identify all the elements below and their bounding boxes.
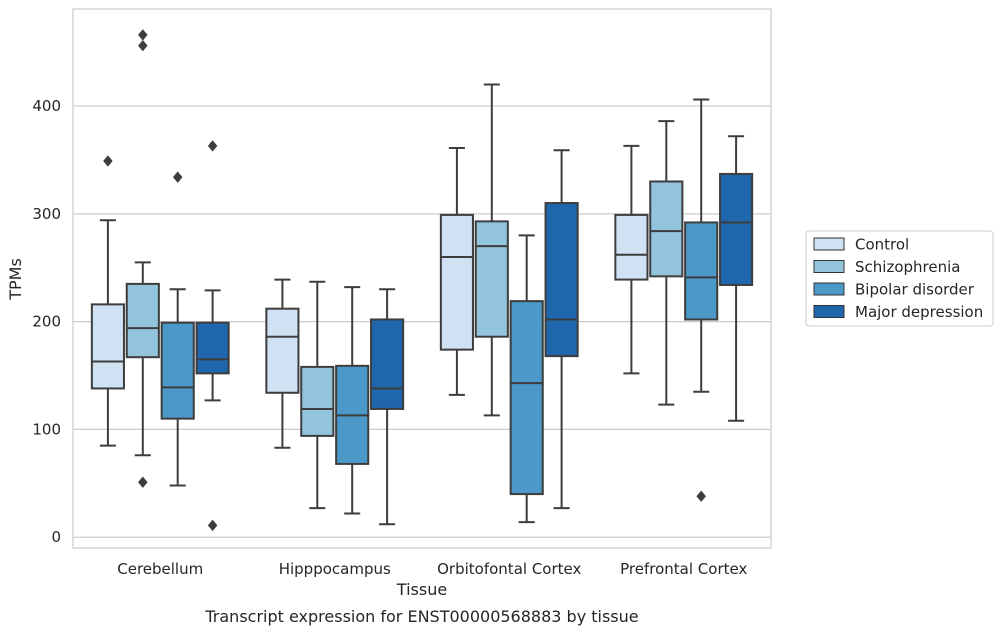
legend: Control Schizophrenia Bipolar disorder Majo… (805, 230, 994, 327)
box-2-3 (544, 149, 579, 510)
box-body (300, 365, 335, 437)
box-body (474, 220, 509, 338)
x-axis-label: Tissue (396, 580, 447, 599)
y-tick-label: 100 (32, 420, 61, 438)
y-axis-ticks: 0 100 200 300 400 (32, 97, 61, 546)
legend-label: Major depression (855, 303, 983, 321)
outlier-point (207, 519, 218, 532)
legend-swatch (813, 305, 845, 318)
box-body (544, 202, 579, 358)
box-2-0 (439, 147, 474, 396)
outlier-point (696, 490, 707, 503)
outlier-point (137, 29, 148, 41)
box-body (614, 213, 649, 281)
outlier-point (172, 171, 183, 183)
box-1-1 (300, 280, 335, 510)
box-body (195, 321, 230, 375)
box-0-0 (90, 155, 125, 447)
legend-label: Bipolar disorder (855, 281, 975, 299)
legend-frame (805, 230, 994, 327)
x-tick-label: Orbitofontal Cortex (437, 560, 581, 578)
box-3-1 (649, 120, 684, 406)
box-body (509, 300, 544, 496)
box-body (439, 213, 474, 351)
legend-label: Control (855, 236, 909, 254)
box-1-3 (370, 288, 405, 526)
box-2-1 (474, 83, 509, 417)
outlier-point (137, 39, 148, 52)
y-tick-label: 0 (51, 528, 61, 546)
box-body (160, 321, 195, 420)
legend-swatch (813, 282, 845, 296)
box-2-2 (509, 234, 544, 524)
legend-swatch (813, 260, 845, 273)
box-0-2 (160, 171, 195, 487)
x-tick-label: Hipppocampus (279, 560, 391, 578)
outlier-point (207, 140, 218, 152)
outlier-point (137, 476, 148, 489)
box-body (719, 172, 754, 286)
box-body (370, 318, 405, 410)
x-tick-label: Cerebellum (117, 560, 203, 578)
legend-swatch (813, 237, 845, 251)
box-1-0 (265, 278, 300, 449)
box-0-1 (125, 29, 160, 489)
x-tick-label: Prefrontal Cortex (620, 560, 747, 578)
y-axis-label: TPMs (6, 258, 25, 301)
boxes (90, 29, 754, 532)
box-body (90, 303, 125, 390)
x-axis-ticks: Cerebellum Hipppocampus Orbitofontal Corte… (117, 560, 747, 578)
plot-frame (72, 8, 772, 549)
box-0-3 (195, 140, 230, 532)
box-body (265, 307, 300, 394)
y-tick-label: 200 (32, 313, 61, 331)
legend-label: Schizophrenia (855, 258, 960, 276)
box-body (125, 282, 160, 359)
outlier-point (103, 155, 113, 167)
box-3-0 (614, 144, 649, 375)
box-1-2 (335, 286, 370, 515)
box-3-2 (684, 98, 719, 503)
box-body (649, 180, 684, 278)
box-3-3 (719, 135, 754, 422)
chart-caption: Transcript expression for ENST0000056888… (204, 607, 638, 626)
y-tick-label: 400 (32, 97, 61, 115)
y-tick-label: 300 (32, 205, 61, 223)
box-body (684, 221, 719, 321)
